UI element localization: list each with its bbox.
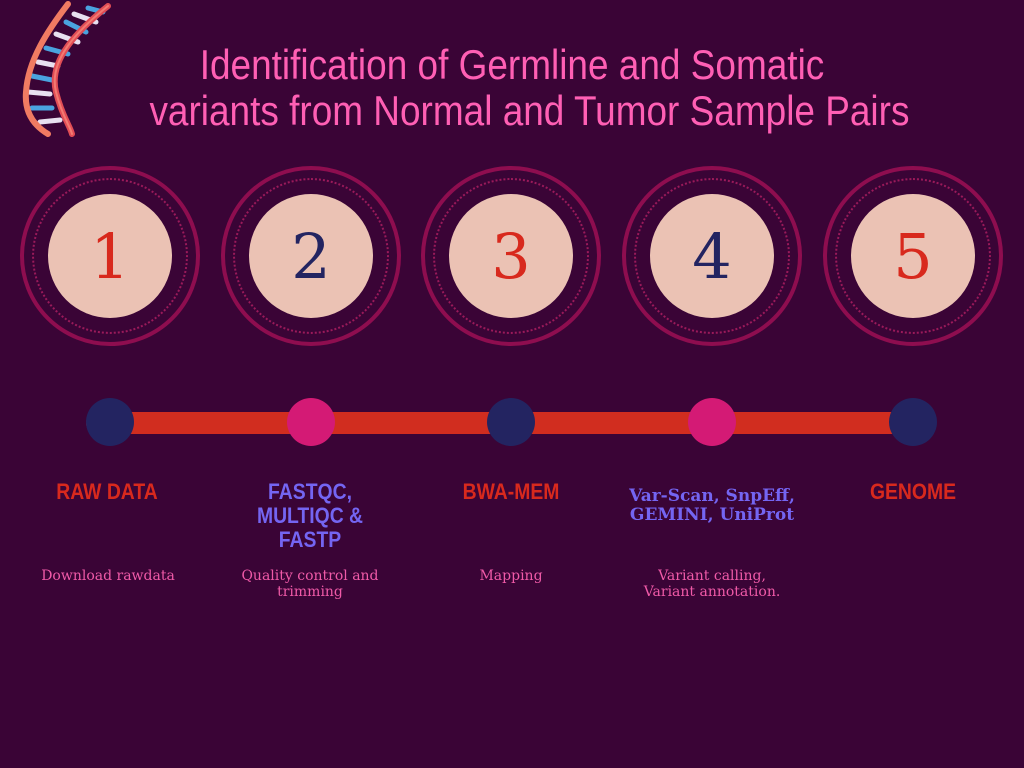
step-4-desc-line-1: Variant calling, <box>658 568 766 584</box>
title-line-2: variants from Normal and Tumor Sample Pa… <box>149 87 910 134</box>
page-title: Identification of Germline and Somatic v… <box>149 41 910 134</box>
step-2-tool-line-3: FASTP <box>278 527 342 552</box>
step-2-circle: 2 <box>221 166 401 346</box>
step-5-tool-line-1: GENOME <box>869 479 957 504</box>
dna-helix-icon <box>8 0 118 140</box>
step-2-number: 2 <box>249 194 373 318</box>
step-2-outer-ring <box>221 166 401 346</box>
step-4-tool-label: Var-Scan, SnpEff, GEMINI, UniProt <box>627 487 797 525</box>
step-3-outer-ring <box>421 166 601 346</box>
step-2-dotted-ring <box>233 178 389 334</box>
step-2-tool-line-1: FASTQC, <box>268 479 352 504</box>
timeline-node-3 <box>487 398 535 446</box>
step-1-circle: 1 <box>20 166 200 346</box>
step-3-number: 3 <box>449 194 573 318</box>
step-3-circle: 3 <box>421 166 601 346</box>
step-4-outer-ring <box>622 166 802 346</box>
title-line-1: Identification of Germline and Somatic <box>199 41 825 88</box>
timeline-node-4 <box>688 398 736 446</box>
step-3-desc-line-1: Mapping <box>479 568 543 584</box>
timeline-node-1 <box>86 398 134 446</box>
step-5-number: 5 <box>851 194 975 318</box>
step-5-outer-ring <box>823 166 1003 346</box>
step-5-tool-label: GENOME <box>838 480 988 504</box>
step-4-tool-line-2: GEMINI, UniProt <box>629 505 795 525</box>
step-1-desc-line-1: Download rawdata <box>41 568 175 584</box>
step-2-description: Quality control and trimming <box>225 568 395 600</box>
step-4-number: 4 <box>650 194 774 318</box>
step-2-tool-line-2: MULTIQC & <box>256 503 364 528</box>
step-1-outer-ring <box>20 166 200 346</box>
step-5-circle: 5 <box>823 166 1003 346</box>
step-1-number: 1 <box>48 194 172 318</box>
step-1-tool-line-1: RAW DATA <box>56 479 158 504</box>
step-3-tool-line-1: BWA-MEM <box>462 479 560 504</box>
step-4-circle: 4 <box>622 166 802 346</box>
step-5-dotted-ring <box>835 178 991 334</box>
step-4-description: Variant calling, Variant annotation. <box>627 568 797 600</box>
step-3-tool-label: BWA-MEM <box>436 480 586 504</box>
step-4-desc-line-2: Variant annotation. <box>643 584 781 600</box>
step-3-dotted-ring <box>433 178 589 334</box>
timeline-node-5 <box>889 398 937 446</box>
step-4-tool-line-1: Var-Scan, SnpEff, <box>629 486 795 506</box>
step-1-description: Download rawdata <box>23 568 193 584</box>
step-4-dotted-ring <box>634 178 790 334</box>
step-2-tool-label: FASTQC, MULTIQC & FASTP <box>235 480 385 552</box>
step-2-desc-line-2: trimming <box>277 584 343 600</box>
step-2-desc-line-1: Quality control and <box>241 568 379 584</box>
step-1-tool-label: RAW DATA <box>32 480 182 504</box>
step-1-dotted-ring <box>32 178 188 334</box>
timeline-node-2 <box>287 398 335 446</box>
step-3-description: Mapping <box>426 568 596 584</box>
